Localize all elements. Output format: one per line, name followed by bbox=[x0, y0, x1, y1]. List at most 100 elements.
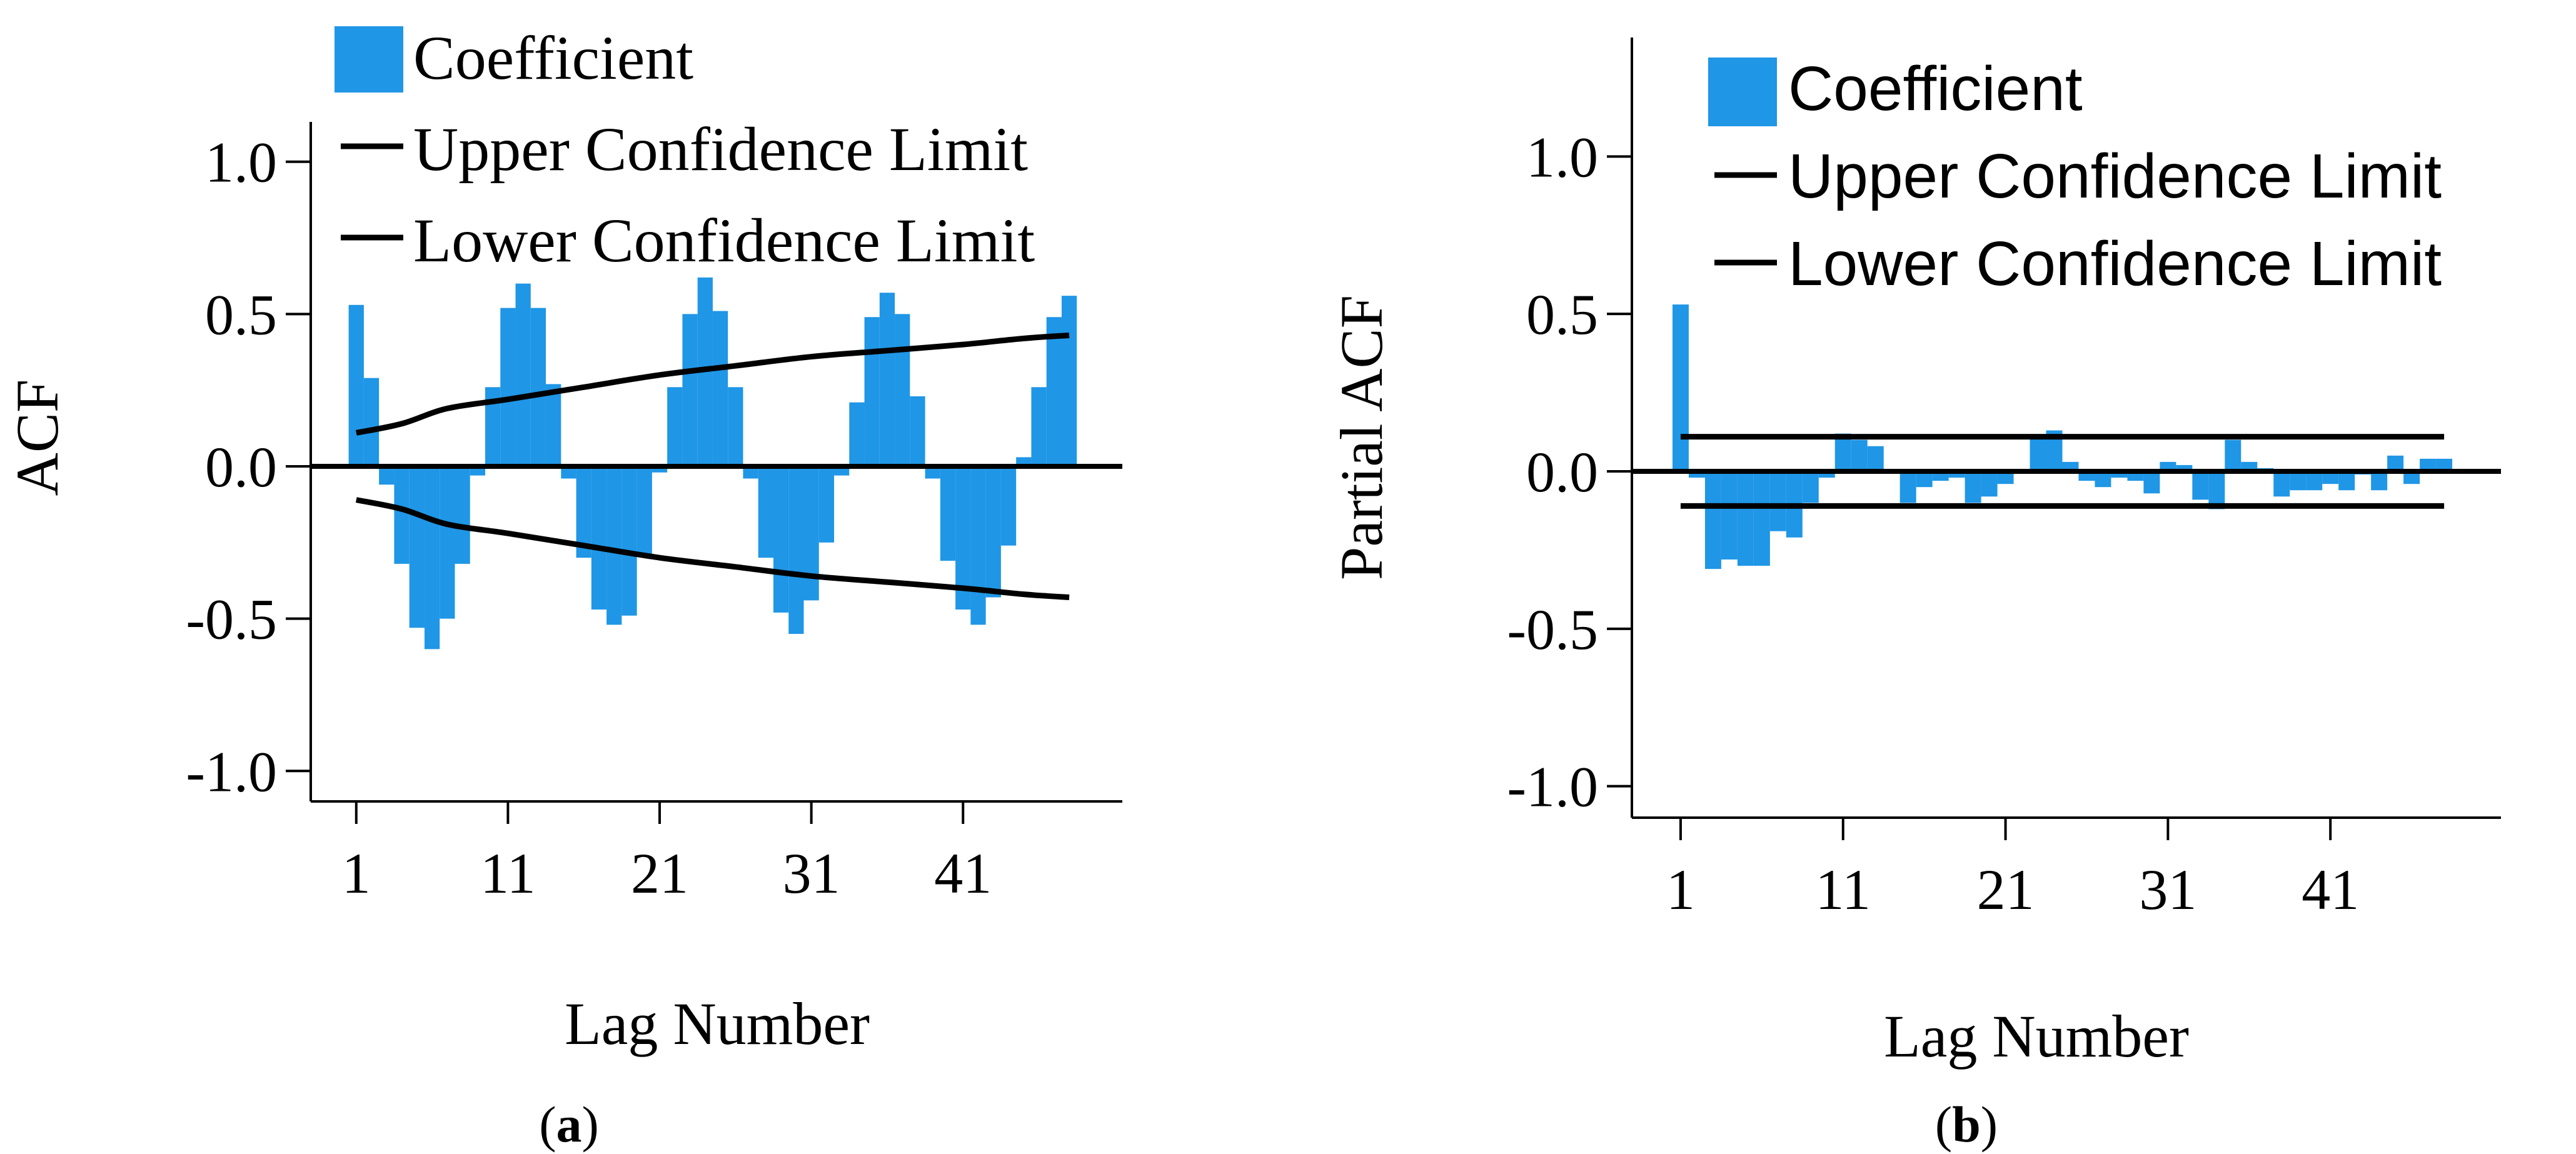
a-bar-lag-11 bbox=[500, 308, 516, 466]
b-bar-lag-20 bbox=[1981, 471, 1998, 497]
a-bar-lag-29 bbox=[773, 466, 789, 613]
b-bar-lag-34 bbox=[2208, 471, 2225, 509]
b-bar-lag-3 bbox=[1704, 471, 1721, 569]
a-bar-lag-44 bbox=[1000, 466, 1017, 546]
a-bar-lag-37 bbox=[895, 314, 910, 466]
a-y-tick-label: 1.0 bbox=[205, 131, 277, 194]
a-bar-lag-46 bbox=[1031, 387, 1047, 466]
b-bar-lag-10 bbox=[1818, 471, 1835, 478]
a-bar-lag-1 bbox=[348, 304, 364, 466]
b-bar-lag-6 bbox=[1753, 471, 1770, 566]
b-y-tick-label: 1.0 bbox=[1526, 125, 1598, 189]
b-bar-lag-15 bbox=[1899, 471, 1916, 503]
a-bar-lag-25 bbox=[712, 311, 728, 466]
b-panel-label: (b) bbox=[1935, 1096, 1998, 1153]
a-upper-confidence-limit-line bbox=[355, 332, 1070, 436]
a-bar-lag-6 bbox=[424, 466, 440, 650]
a-y-tick-label: 0.0 bbox=[205, 435, 277, 499]
b-bar-lag-18 bbox=[1948, 471, 1965, 478]
b-bar-lag-39 bbox=[2290, 471, 2307, 491]
a-bar-lag-42 bbox=[970, 466, 986, 625]
a-bar-lag-36 bbox=[879, 293, 895, 466]
a-bar-lag-23 bbox=[682, 314, 698, 466]
b-bar-lag-2 bbox=[1688, 471, 1705, 478]
a-bar-lag-2 bbox=[363, 378, 380, 466]
a-bar-lag-31 bbox=[803, 466, 819, 601]
a-bar-lag-18 bbox=[606, 466, 622, 625]
b-x-tick-label: 41 bbox=[2302, 858, 2359, 921]
a-x-tick-label: 11 bbox=[480, 841, 536, 905]
b-bar-lag-16 bbox=[1916, 471, 1933, 488]
a-bar-lag-28 bbox=[758, 466, 773, 558]
b-bar-lag-21 bbox=[1997, 471, 2014, 484]
a-lower-confidence-limit-line bbox=[355, 497, 1070, 601]
b-bar-lag-4 bbox=[1721, 471, 1738, 560]
a-bar-lag-7 bbox=[440, 466, 455, 619]
a-bar-lag-26 bbox=[728, 387, 743, 466]
a-y-axis-label: ACF bbox=[4, 379, 71, 496]
a-x-tick-label: 1 bbox=[342, 841, 371, 905]
a-y-tick-label: -0.5 bbox=[186, 588, 277, 651]
a-bar-lag-13 bbox=[530, 308, 546, 466]
a-legend-label: Lower Confidence Limit bbox=[413, 206, 1035, 275]
b-bar-lag-7 bbox=[1769, 471, 1786, 531]
b-bar-lag-19 bbox=[1965, 471, 1981, 503]
b-bar-lag-5 bbox=[1737, 471, 1754, 566]
b-x-tick-label: 11 bbox=[1815, 858, 1871, 921]
b-bar-lag-1 bbox=[1672, 304, 1689, 471]
b-bar-lag-46 bbox=[2403, 471, 2420, 484]
b-bar-lag-35 bbox=[2225, 439, 2241, 471]
b-bar-lag-32 bbox=[2176, 464, 2193, 471]
a-bar-lag-48 bbox=[1061, 296, 1077, 466]
a-bar-lag-27 bbox=[743, 466, 758, 479]
a-bar-lag-17 bbox=[591, 466, 607, 610]
a-y-tick-label: -1.0 bbox=[186, 740, 277, 803]
a-x-axis-label: Lag Number bbox=[565, 990, 870, 1057]
b-bar-lag-48 bbox=[2436, 458, 2453, 471]
b-bar-lag-38 bbox=[2273, 471, 2290, 497]
b-legend-label: Coefficient bbox=[1788, 54, 2083, 124]
b-bar-lag-44 bbox=[2371, 471, 2388, 491]
b-bar-lag-11 bbox=[1834, 433, 1851, 471]
a-bar-lag-5 bbox=[409, 466, 425, 628]
a-x-tick-label: 21 bbox=[631, 841, 688, 905]
a-legend-label: Coefficient bbox=[413, 23, 693, 93]
a-bar-lag-14 bbox=[546, 384, 561, 466]
b-bar-lag-41 bbox=[2322, 471, 2339, 484]
b-bar-lag-45 bbox=[2387, 455, 2404, 471]
a-bar-lag-40 bbox=[940, 466, 956, 561]
a-bar-lag-39 bbox=[925, 466, 940, 479]
a-x-tick-label: 31 bbox=[783, 841, 840, 905]
a-x-tick-label: 41 bbox=[934, 841, 992, 905]
b-bar-lag-30 bbox=[2143, 471, 2160, 494]
a-bar-lag-20 bbox=[636, 466, 652, 555]
a-legend: Coefficient Upper Confidence Limit Lower C… bbox=[335, 23, 1035, 275]
b-bar-lag-12 bbox=[1851, 439, 1868, 471]
b-bar-lag-9 bbox=[1802, 471, 1819, 503]
panel-a-acf-chart: 1.00.50.0-0.5-1.01 11 21 31 41CoefficientUpp… bbox=[4, 23, 1122, 1153]
a-bar-lag-19 bbox=[621, 466, 637, 616]
b-x-axis-label: Lag Number bbox=[1884, 1003, 2189, 1070]
b-y-tick-label: -0.5 bbox=[1507, 598, 1598, 661]
a-bar-lag-22 bbox=[667, 387, 683, 466]
b-legend-swatch-coefficient bbox=[1708, 58, 1777, 126]
b-legend: Coefficient Upper Confidence Limit Lower C… bbox=[1708, 54, 2442, 299]
a-legend-label: Upper Confidence Limit bbox=[413, 114, 1028, 184]
b-bar-lag-40 bbox=[2306, 471, 2323, 491]
a-bar-lag-43 bbox=[985, 466, 1001, 598]
a-panel-label: (a) bbox=[539, 1096, 599, 1153]
b-y-tick-label: 0.0 bbox=[1526, 440, 1598, 504]
a-bar-lag-12 bbox=[515, 283, 531, 466]
a-bar-lag-8 bbox=[455, 466, 470, 564]
b-x-tick-label: 31 bbox=[2139, 858, 2196, 921]
b-bar-lag-28 bbox=[2111, 471, 2128, 478]
b-x-tick-label: 21 bbox=[1977, 858, 2035, 921]
a-bar-lag-47 bbox=[1046, 317, 1062, 466]
panel-b-partial-acf-chart: 1.00.50.0-0.5-1.01 11 21 31 41CoefficientUpp… bbox=[1328, 38, 2501, 1153]
b-bar-lag-47 bbox=[2420, 458, 2437, 471]
b-y-tick-label: 0.5 bbox=[1526, 283, 1598, 346]
b-bar-lag-27 bbox=[2095, 471, 2111, 488]
a-bar-lag-38 bbox=[910, 396, 925, 466]
a-bar-lag-32 bbox=[818, 466, 835, 543]
